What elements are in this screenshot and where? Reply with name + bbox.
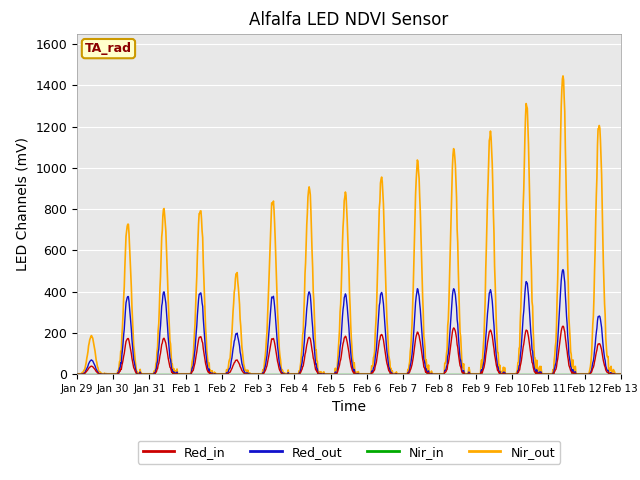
Y-axis label: LED Channels (mV): LED Channels (mV) — [15, 137, 29, 271]
Title: Alfalfa LED NDVI Sensor: Alfalfa LED NDVI Sensor — [249, 11, 449, 29]
Text: TA_rad: TA_rad — [85, 42, 132, 55]
Legend: Red_in, Red_out, Nir_in, Nir_out: Red_in, Red_out, Nir_in, Nir_out — [138, 441, 560, 464]
X-axis label: Time: Time — [332, 400, 366, 414]
